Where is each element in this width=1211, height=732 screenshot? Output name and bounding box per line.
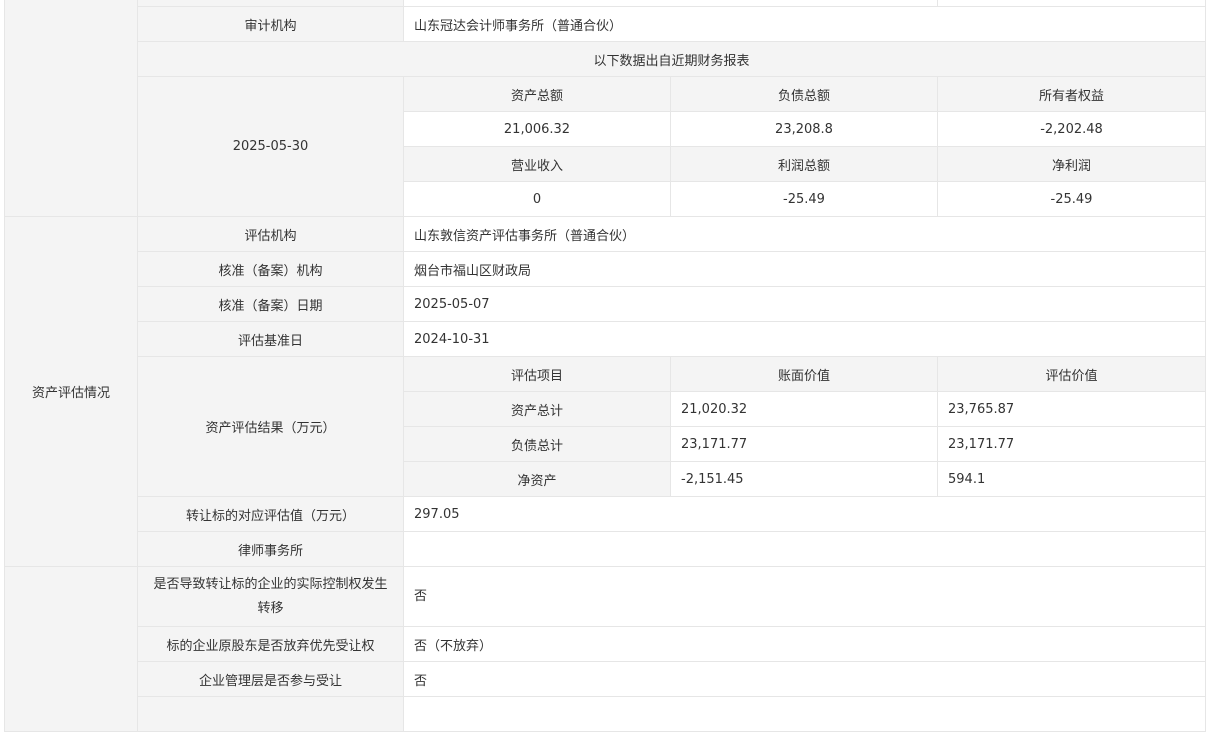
fin-value: -2,202.48 [937,111,1206,147]
audit-value: 山东冠达会计师事务所（普通合伙） [403,6,1206,42]
result-header: 账面价值 [670,356,938,392]
result-item: 资产总计 [403,391,671,427]
result-label: 资产评估结果（万元） [137,356,404,497]
result-assessed: 23,765.87 [937,391,1206,427]
row-label: 核准（备案）日期 [137,286,404,322]
row-value: 2024-10-31 [403,321,1206,357]
row-value: 否（不放弃） [403,626,1206,662]
row-label: 是否导致转让标的企业的实际控制权发生转移 [137,566,404,627]
result-item: 负债总计 [403,426,671,462]
fin-value: -25.49 [670,181,938,217]
assessment-section-label: 资产评估情况 [4,216,138,567]
result-assessed: 594.1 [937,461,1206,497]
row-value: 2025-05-07 [403,286,1206,322]
row-label [137,696,404,732]
row-label: 评估基准日 [137,321,404,357]
financial-date: 2025-05-30 [137,76,404,217]
financial-caption: 以下数据出自近期财务报表 [137,41,1206,77]
fin-header: 所有者权益 [937,76,1206,112]
row-value: 否 [403,566,1206,627]
section-cell-other [4,566,138,732]
fin-value: 23,208.8 [670,111,938,147]
result-header: 评估项目 [403,356,671,392]
fin-header: 负债总额 [670,76,938,112]
section-cell-previous [4,0,138,217]
row-value: 否 [403,661,1206,697]
fin-value: 21,006.32 [403,111,671,147]
result-book: 21,020.32 [670,391,938,427]
result-item: 净资产 [403,461,671,497]
row-value [403,696,1206,732]
fin-header: 利润总额 [670,146,938,182]
result-assessed: 23,171.77 [937,426,1206,462]
fin-header: 资产总额 [403,76,671,112]
audit-label: 审计机构 [137,6,404,42]
target-value-label: 转让标的对应评估值（万元） [137,496,404,532]
result-book: -2,151.45 [670,461,938,497]
fin-header: 净利润 [937,146,1206,182]
row-label: 核准（备案）机构 [137,251,404,287]
result-header: 评估价值 [937,356,1206,392]
info-table: 审计机构 山东冠达会计师事务所（普通合伙） 以下数据出自近期财务报表 2025-… [4,0,1206,732]
row-label: 企业管理层是否参与受让 [137,661,404,697]
row-value: 烟台市福山区财政局 [403,251,1206,287]
fin-value: 0 [403,181,671,217]
row-value: 山东敦信资产评估事务所（普通合伙） [403,216,1206,252]
law-firm-label: 律师事务所 [137,531,404,567]
row-label: 标的企业原股东是否放弃优先受让权 [137,626,404,662]
fin-value: -25.49 [937,181,1206,217]
target-value: 297.05 [403,496,1206,532]
row-label: 评估机构 [137,216,404,252]
fin-header: 营业收入 [403,146,671,182]
law-firm-value [403,531,1206,567]
result-book: 23,171.77 [670,426,938,462]
